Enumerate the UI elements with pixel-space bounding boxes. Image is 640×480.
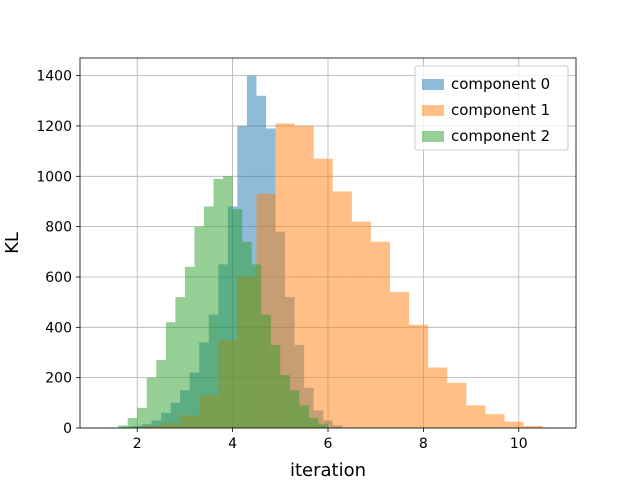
legend-swatch [422, 79, 444, 90]
bar [299, 405, 309, 428]
y-tick-label: 600 [45, 270, 72, 286]
bar [308, 417, 319, 428]
bar [504, 421, 524, 428]
bar [137, 407, 147, 428]
x-axis-label: iteration [290, 460, 366, 480]
bar [313, 158, 333, 428]
bar [447, 382, 467, 428]
bar [246, 75, 257, 428]
bar [204, 206, 214, 428]
bar [270, 344, 281, 428]
bar [294, 125, 314, 429]
bar [409, 324, 429, 428]
legend-label: component 1 [451, 101, 550, 119]
legend-swatch [422, 131, 444, 142]
bar [194, 226, 204, 428]
bar [146, 377, 157, 428]
bar [485, 414, 505, 428]
y-tick-label: 800 [45, 220, 72, 236]
bar [523, 425, 543, 428]
y-tick-label: 1000 [36, 169, 72, 185]
bar [428, 367, 448, 428]
bar [280, 375, 290, 428]
bar [127, 417, 138, 428]
bar [332, 191, 352, 428]
bar [251, 264, 262, 428]
y-tick-label: 200 [45, 371, 72, 387]
series-2 [118, 176, 328, 428]
legend-label: component 0 [451, 75, 550, 93]
legend-label: component 2 [451, 127, 550, 145]
bar [261, 314, 271, 428]
bar [351, 221, 371, 428]
x-axis-ticks: 2 4 6 8 10 [133, 428, 528, 452]
y-tick-label: 0 [63, 421, 72, 437]
x-tick-label: 6 [324, 436, 333, 452]
bar [223, 176, 233, 428]
y-axis-ticks: 0 200 400 600 800 1000 1200 1400 [36, 69, 80, 437]
bar [466, 405, 486, 428]
bar [165, 322, 176, 428]
legend: component 0 component 1 component 2 [414, 65, 569, 151]
y-tick-label: 400 [45, 320, 72, 336]
x-tick-label: 10 [510, 436, 528, 452]
bar [370, 241, 390, 428]
x-tick-label: 2 [133, 436, 142, 452]
bar [156, 360, 166, 428]
bar [242, 241, 252, 428]
bar [175, 297, 185, 428]
histogram-bars [113, 75, 543, 429]
bar [118, 425, 128, 428]
x-tick-label: 8 [419, 436, 428, 452]
bar [289, 390, 300, 428]
bar [318, 424, 328, 428]
bar [390, 292, 410, 428]
legend-box [414, 65, 569, 151]
y-tick-label: 1400 [36, 69, 72, 85]
y-axis-label: KL [2, 232, 23, 254]
legend-swatch [422, 105, 444, 116]
x-tick-label: 4 [228, 436, 237, 452]
bar [232, 209, 243, 428]
bar [184, 266, 195, 428]
bar [213, 178, 224, 428]
y-tick-label: 1200 [36, 119, 72, 135]
